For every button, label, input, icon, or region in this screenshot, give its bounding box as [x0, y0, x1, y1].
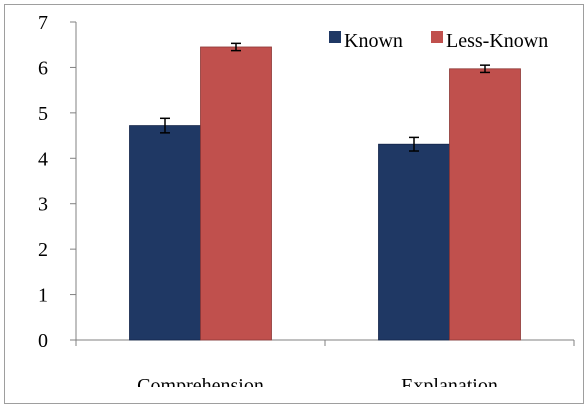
bar-known-explanation: [378, 143, 450, 341]
legend-swatch: [329, 31, 341, 43]
legend-label: Less-Known: [446, 30, 548, 52]
y-tick-label: 6: [38, 57, 48, 79]
x-category-label: Explanation: [401, 375, 498, 387]
bar-less-known-comprehension: [200, 46, 272, 341]
y-tick-label: 4: [38, 148, 48, 170]
y-tick-label: 0: [38, 330, 48, 352]
y-tick-label: 2: [38, 239, 48, 261]
y-tick-label: 1: [38, 285, 48, 307]
legend-label: Known: [344, 30, 403, 52]
bar-known-comprehension: [129, 125, 201, 341]
y-tick-label: 7: [38, 12, 48, 34]
bar-chart: 0 1 2 3 4 5 6 7 Comprehension Explanation Known Les…: [38, 12, 575, 387]
y-tick-label: 3: [38, 194, 48, 216]
x-category-label: Comprehension: [137, 375, 264, 387]
legend-swatch: [431, 31, 443, 43]
bar-less-known-explanation: [449, 68, 521, 341]
y-tick-label: 5: [38, 103, 48, 125]
